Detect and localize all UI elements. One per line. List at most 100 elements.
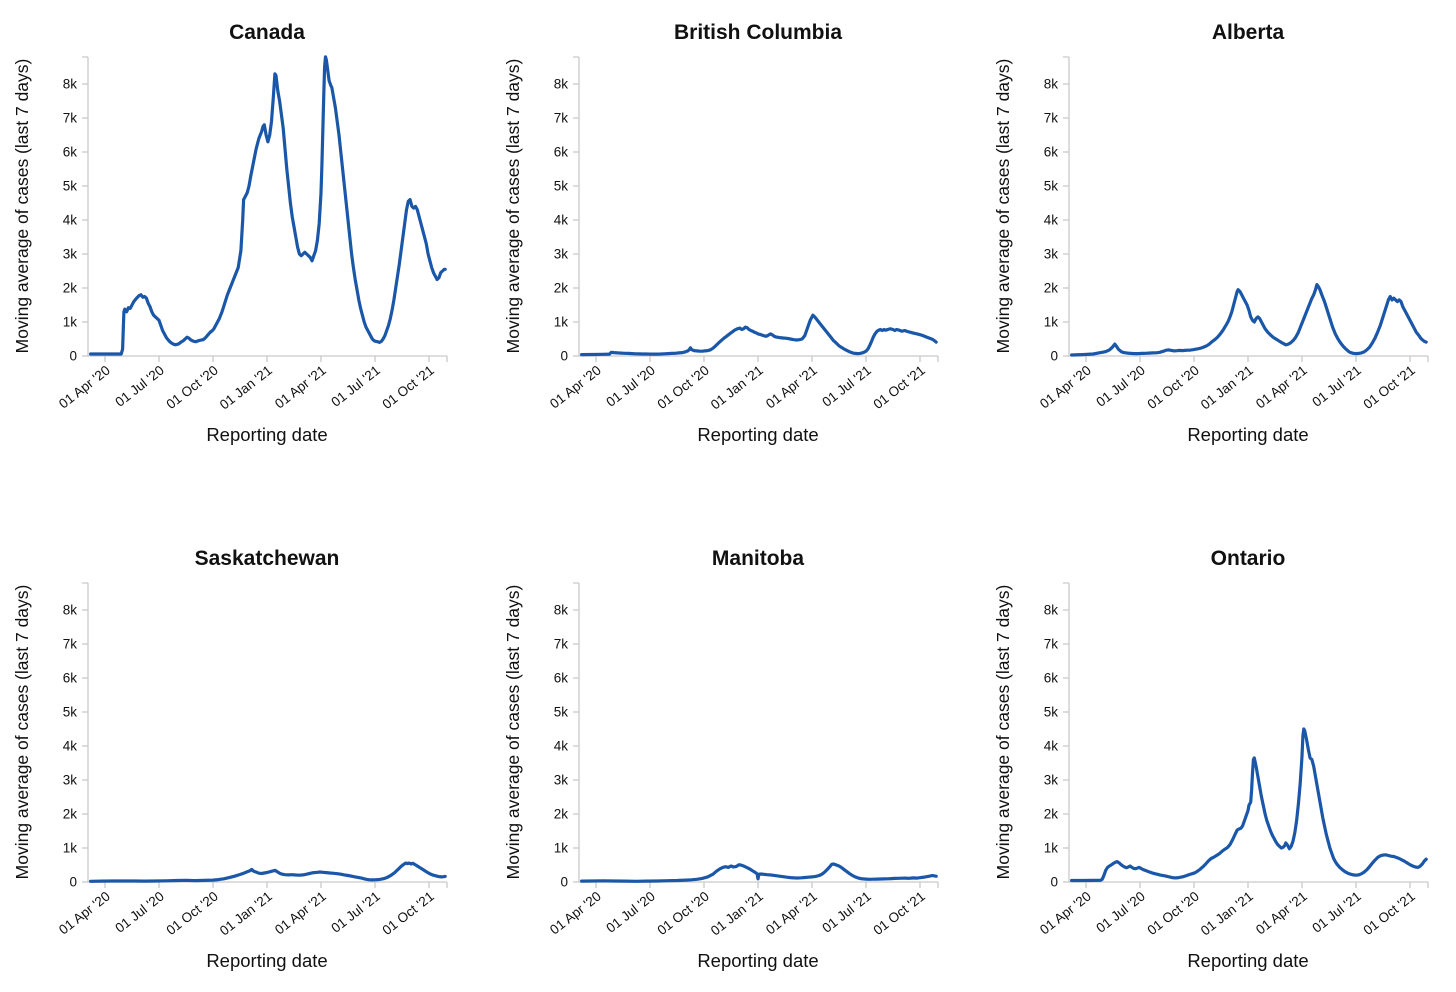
y-tick-label: 5k bbox=[554, 179, 569, 194]
x-tick-label: 01 Jul '21 bbox=[1309, 889, 1363, 936]
x-tick-label: 01 Jul '20 bbox=[112, 363, 166, 410]
x-tick-label: 01 Oct '20 bbox=[1144, 889, 1201, 938]
y-tick-label: 4k bbox=[1044, 739, 1059, 754]
x-tick-label: 01 Apr '20 bbox=[547, 363, 604, 412]
chart-svg-saskatchewan: Saskatchewan Moving average of cases (las… bbox=[12, 547, 448, 971]
y-tick-label: 1k bbox=[63, 841, 78, 856]
x-tick-label: 01 Oct '21 bbox=[1360, 889, 1417, 938]
y-tick-label: 7k bbox=[1044, 111, 1059, 126]
chart-title: Canada bbox=[229, 21, 305, 44]
x-tick-label: 01 Jul '20 bbox=[112, 889, 166, 936]
y-tick-label: 1k bbox=[63, 315, 78, 330]
chart-svg-british-columbia: British Columbia Moving average of cases … bbox=[503, 21, 939, 445]
x-tick-label: 01 Jul '20 bbox=[603, 889, 657, 936]
y-tick-label: 4k bbox=[63, 739, 78, 754]
x-tick-label: 01 Jan '21 bbox=[708, 363, 766, 413]
chart-svg-alberta: Alberta Moving average of cases (last 7 d… bbox=[993, 21, 1429, 445]
y-tick-label: 6k bbox=[63, 671, 78, 686]
x-tick-label: 01 Oct '21 bbox=[1360, 363, 1417, 412]
x-tick-label: 01 Jul '20 bbox=[1093, 363, 1147, 410]
axes bbox=[82, 56, 448, 362]
x-tick-label: 01 Jan '21 bbox=[1198, 363, 1256, 413]
y-tick-label: 8k bbox=[63, 603, 78, 618]
y-tick-label: 4k bbox=[1044, 213, 1059, 228]
x-tick-label: 01 Oct '20 bbox=[654, 363, 711, 412]
chart-title: British Columbia bbox=[674, 21, 842, 44]
x-tick-label: 01 Jul '20 bbox=[603, 363, 657, 410]
x-tick-label: 01 Jul '21 bbox=[819, 363, 873, 410]
x-tick-label: 01 Apr '21 bbox=[763, 363, 820, 412]
chart-svg-manitoba: Manitoba Moving average of cases (last 7 … bbox=[503, 547, 939, 971]
y-tick-label: 0 bbox=[69, 349, 77, 364]
axes bbox=[573, 582, 939, 888]
x-tick-label: 01 Oct '20 bbox=[1144, 363, 1201, 412]
data-line-ontario bbox=[1070, 727, 1428, 883]
chart-title: Alberta bbox=[1212, 21, 1285, 44]
y-tick-label: 3k bbox=[554, 773, 569, 788]
y-tick-label: 2k bbox=[554, 807, 569, 822]
x-tick-label: 01 Jul '20 bbox=[1093, 889, 1147, 936]
y-tick-label: 5k bbox=[554, 705, 569, 720]
y-tick-label: 0 bbox=[69, 875, 77, 890]
x-tick-label: 01 Jan '21 bbox=[217, 363, 275, 413]
y-tick-label: 6k bbox=[1044, 671, 1059, 686]
x-tick-label: 01 Apr '20 bbox=[1037, 889, 1094, 938]
x-tick-label: 01 Jul '21 bbox=[1309, 363, 1363, 410]
x-tick-label: 01 Apr '20 bbox=[1037, 363, 1094, 412]
x-tick-label: 01 Oct '21 bbox=[379, 363, 436, 412]
x-tick-label: 01 Oct '21 bbox=[870, 363, 927, 412]
data-line-british-columbia bbox=[580, 313, 938, 357]
y-tick-label: 2k bbox=[63, 281, 78, 296]
data-line-canada bbox=[89, 55, 447, 356]
x-tick-label: 01 Apr '20 bbox=[547, 889, 604, 938]
x-tick-label: 01 Apr '20 bbox=[56, 363, 113, 412]
x-tick-label: 01 Apr '21 bbox=[272, 363, 329, 412]
y-tick-label: 7k bbox=[63, 637, 78, 652]
x-axis-label: Reporting date bbox=[206, 424, 327, 445]
x-tick-label: 01 Oct '20 bbox=[163, 889, 220, 938]
y-axis-label: Moving average of cases (last 7 days) bbox=[503, 585, 523, 880]
y-tick-label: 0 bbox=[560, 875, 568, 890]
y-tick-label: 8k bbox=[554, 77, 569, 92]
x-tick-label: 01 Oct '20 bbox=[654, 889, 711, 938]
x-axis-label: Reporting date bbox=[697, 424, 818, 445]
y-axis-label: Moving average of cases (last 7 days) bbox=[12, 59, 32, 354]
y-tick-label: 2k bbox=[1044, 281, 1059, 296]
x-axis-label: Reporting date bbox=[206, 950, 327, 971]
y-tick-label: 6k bbox=[554, 145, 569, 160]
x-tick-label: 01 Apr '21 bbox=[763, 889, 820, 938]
chart-british-columbia: British Columbia Moving average of cases … bbox=[491, 0, 981, 460]
y-tick-label: 5k bbox=[1044, 705, 1059, 720]
y-tick-label: 2k bbox=[554, 281, 569, 296]
x-axis-label: Reporting date bbox=[1187, 424, 1308, 445]
y-tick-label: 3k bbox=[554, 247, 569, 262]
x-tick-label: 01 Apr '20 bbox=[56, 889, 113, 938]
y-tick-label: 5k bbox=[1044, 179, 1059, 194]
axes bbox=[573, 56, 939, 362]
chart-saskatchewan: Saskatchewan Moving average of cases (las… bbox=[0, 526, 491, 986]
y-tick-label: 8k bbox=[1044, 603, 1059, 618]
y-tick-label: 0 bbox=[1050, 349, 1058, 364]
x-tick-label: 01 Jan '21 bbox=[1198, 889, 1256, 939]
x-tick-label: 01 Jan '21 bbox=[217, 889, 275, 939]
x-tick-label: 01 Oct '21 bbox=[870, 889, 927, 938]
x-tick-label: 01 Apr '21 bbox=[272, 889, 329, 938]
chart-ontario: Ontario Moving average of cases (last 7 d… bbox=[981, 526, 1456, 986]
x-tick-label: 01 Jul '21 bbox=[328, 889, 382, 936]
y-tick-label: 3k bbox=[1044, 247, 1059, 262]
x-tick-label: 01 Jan '21 bbox=[708, 889, 766, 939]
chart-title: Manitoba bbox=[712, 547, 804, 570]
data-line-saskatchewan bbox=[89, 861, 447, 883]
chart-svg-ontario: Ontario Moving average of cases (last 7 d… bbox=[993, 547, 1429, 971]
chart-canada: Canada Moving average of cases (last 7 da… bbox=[0, 0, 491, 460]
y-tick-label: 1k bbox=[1044, 841, 1059, 856]
y-tick-label: 6k bbox=[1044, 145, 1059, 160]
x-axis-label: Reporting date bbox=[697, 950, 818, 971]
y-tick-label: 4k bbox=[554, 213, 569, 228]
x-tick-label: 01 Jul '21 bbox=[328, 363, 382, 410]
y-axis-label: Moving average of cases (last 7 days) bbox=[12, 585, 32, 880]
x-tick-label: 01 Jul '21 bbox=[819, 889, 873, 936]
chart-title: Ontario bbox=[1211, 547, 1286, 570]
y-tick-label: 6k bbox=[554, 671, 569, 686]
